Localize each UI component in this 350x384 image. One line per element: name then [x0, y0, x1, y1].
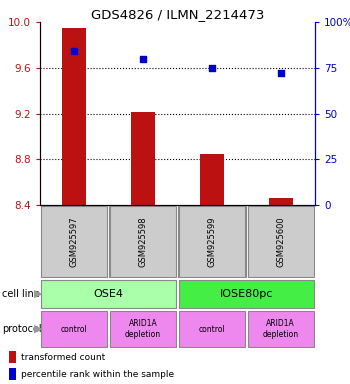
- Bar: [248, 207, 314, 276]
- Text: GSM925600: GSM925600: [276, 216, 285, 267]
- Text: GSM925599: GSM925599: [207, 216, 216, 267]
- Text: cell line: cell line: [2, 289, 40, 299]
- Bar: [41, 311, 107, 347]
- Text: GSM925597: GSM925597: [70, 216, 79, 267]
- Bar: [248, 311, 314, 347]
- Bar: [268, 198, 293, 205]
- Text: GSM925598: GSM925598: [139, 216, 148, 267]
- Text: ▶: ▶: [34, 289, 42, 299]
- Text: control: control: [198, 324, 225, 333]
- Bar: [110, 311, 176, 347]
- Bar: [110, 207, 176, 276]
- Text: control: control: [61, 324, 88, 333]
- Text: transformed count: transformed count: [21, 353, 105, 362]
- Text: ▶: ▶: [34, 324, 42, 334]
- Bar: [9, 351, 16, 363]
- Bar: [41, 207, 107, 276]
- Point: [209, 65, 215, 71]
- Point: [71, 48, 77, 55]
- Bar: [179, 280, 314, 308]
- Bar: [41, 280, 176, 308]
- Text: percentile rank within the sample: percentile rank within the sample: [21, 370, 174, 379]
- Bar: [9, 368, 16, 380]
- Bar: [179, 207, 245, 276]
- Bar: [62, 28, 86, 205]
- Bar: [131, 113, 155, 205]
- Text: ARID1A
depletion: ARID1A depletion: [125, 319, 161, 339]
- Text: protocol: protocol: [2, 324, 42, 334]
- Text: OSE4: OSE4: [94, 289, 124, 299]
- Bar: [200, 154, 224, 205]
- Point: [278, 70, 284, 76]
- Text: ARID1A
depletion: ARID1A depletion: [262, 319, 299, 339]
- Title: GDS4826 / ILMN_2214473: GDS4826 / ILMN_2214473: [91, 8, 264, 21]
- Point: [140, 56, 146, 62]
- Bar: [179, 311, 245, 347]
- Text: IOSE80pc: IOSE80pc: [219, 289, 273, 299]
